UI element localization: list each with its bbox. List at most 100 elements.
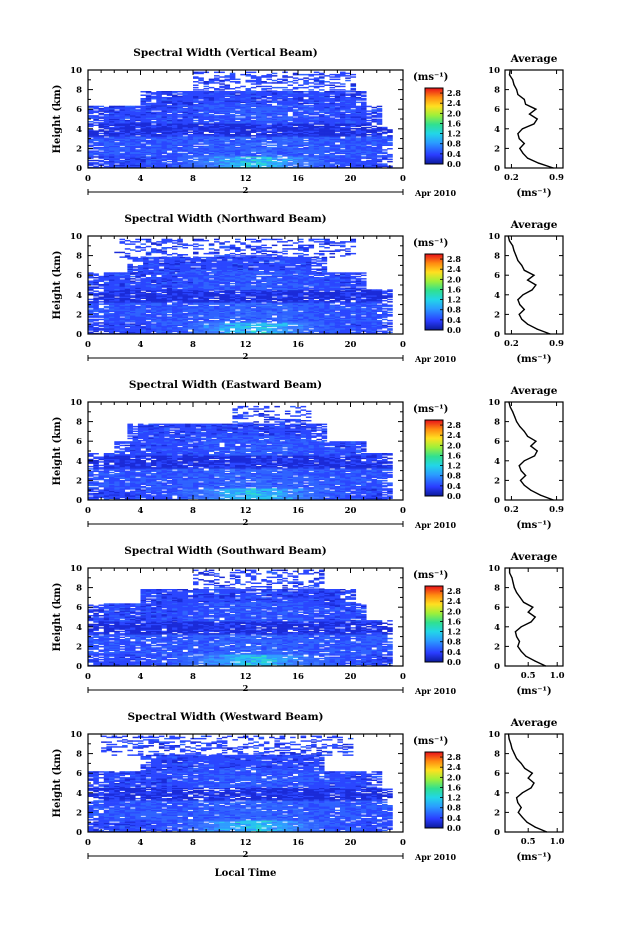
heatmap-cell xyxy=(99,106,105,107)
heatmap-cell xyxy=(93,150,99,151)
heatmap-cell xyxy=(351,315,357,316)
heatmap-cell xyxy=(104,166,110,167)
heatmap-cell xyxy=(272,145,278,146)
heatmap-cell xyxy=(88,121,94,122)
profile-y-tick-label: 0 xyxy=(494,164,500,174)
heatmap-cell xyxy=(151,112,157,113)
heatmap-cell xyxy=(319,80,325,81)
heatmap-cell xyxy=(141,95,147,96)
heatmap-cell xyxy=(366,129,372,130)
heatmap-cell xyxy=(225,323,231,324)
y-axis-label: Height (km) xyxy=(52,85,63,154)
heatmap-cell xyxy=(99,133,105,134)
heatmap-cell xyxy=(235,115,241,116)
heatmap-cell xyxy=(345,308,351,309)
heatmap-cell xyxy=(335,82,341,83)
heatmap-cell xyxy=(261,88,267,89)
heatmap-cell xyxy=(293,77,299,78)
heatmap-cell xyxy=(193,122,199,123)
heatmap-cell xyxy=(88,145,94,146)
heatmap-cell xyxy=(335,312,341,313)
heatmap-cell xyxy=(125,106,131,107)
heatmap-cell xyxy=(135,106,141,107)
heatmap-cell xyxy=(340,86,346,87)
heatmap-cell xyxy=(204,325,210,326)
heatmap-cell xyxy=(225,91,231,92)
profile-point xyxy=(529,114,530,115)
profile-point xyxy=(537,118,538,119)
profile-title: Average xyxy=(510,53,558,65)
heatmap-cell xyxy=(235,87,241,88)
heatmap-cell xyxy=(335,305,341,306)
heatmap-cell xyxy=(267,125,273,126)
heatmap-cell xyxy=(387,308,393,309)
heatmap-cell xyxy=(93,130,99,131)
heatmap-cell xyxy=(330,82,336,83)
heatmap-cell xyxy=(309,86,315,87)
heatmap-cell xyxy=(251,153,257,154)
heatmap-cell xyxy=(277,331,283,332)
heatmap-cell xyxy=(88,319,94,320)
heatmap-cell xyxy=(382,136,388,137)
heatmap-cell xyxy=(377,314,383,315)
heatmap-cell xyxy=(303,140,309,141)
heatmap-cell xyxy=(246,80,252,81)
heatmap-cell xyxy=(267,323,273,324)
heatmap-cell xyxy=(209,123,215,124)
heatmap-cell xyxy=(256,155,262,156)
heatmap-cell xyxy=(282,82,288,83)
heatmap-cell xyxy=(351,91,357,92)
heatmap-cell xyxy=(272,318,278,319)
heatmap-cell xyxy=(104,130,110,131)
heatmap-cell xyxy=(282,89,288,90)
heatmap-cell xyxy=(277,133,283,134)
heatmap-cell xyxy=(177,153,183,154)
profile-point xyxy=(516,89,517,90)
heatmap-cell xyxy=(198,126,204,127)
heatmap-cell xyxy=(288,122,294,123)
profile-point xyxy=(525,104,526,105)
heatmap-cell xyxy=(120,153,126,154)
heatmap-cell xyxy=(198,316,204,317)
heatmap-cell xyxy=(277,106,283,107)
heatmap-cell xyxy=(99,328,105,329)
heatmap-cell xyxy=(372,128,378,129)
heatmap-cell xyxy=(335,79,341,80)
heatmap-cell xyxy=(188,306,194,307)
heatmap-cell xyxy=(120,106,126,107)
heatmap-cell xyxy=(356,91,362,92)
heatmap-cell xyxy=(345,80,351,81)
heatmap-cell xyxy=(104,107,110,108)
heatmap-cell xyxy=(366,110,372,111)
heatmap-cell xyxy=(99,108,105,109)
heatmap-cell xyxy=(356,137,362,138)
heatmap-cell xyxy=(114,142,120,143)
heatmap-cell xyxy=(361,127,367,128)
heatmap-cell xyxy=(377,108,383,109)
heatmap-cell xyxy=(335,89,341,90)
heatmap-cell xyxy=(204,121,210,122)
heatmap-cell xyxy=(209,134,215,135)
heatmap-cell xyxy=(235,117,241,118)
heatmap-cell xyxy=(282,87,288,88)
heatmap-cell xyxy=(261,143,267,144)
heatmap-cell xyxy=(372,109,378,110)
heatmap-cell xyxy=(198,89,204,90)
heatmap-cell xyxy=(146,309,152,310)
heatmap-cell xyxy=(146,103,152,104)
heatmap-cell xyxy=(272,106,278,107)
profile-point xyxy=(517,133,518,134)
heatmap-cell xyxy=(298,312,304,313)
heatmap-cell xyxy=(99,147,105,148)
heatmap-cell xyxy=(235,110,241,111)
heatmap-cell xyxy=(335,91,341,92)
heatmap-cell xyxy=(183,153,189,154)
heatmap-cell xyxy=(146,314,152,315)
heatmap-cell xyxy=(377,127,383,128)
heatmap-cell xyxy=(183,313,189,314)
heatmap-cell xyxy=(366,134,372,135)
colorbar-tick-label: 0.0 xyxy=(447,159,461,169)
heatmap-cell xyxy=(272,87,278,88)
heatmap-cell xyxy=(235,81,241,82)
